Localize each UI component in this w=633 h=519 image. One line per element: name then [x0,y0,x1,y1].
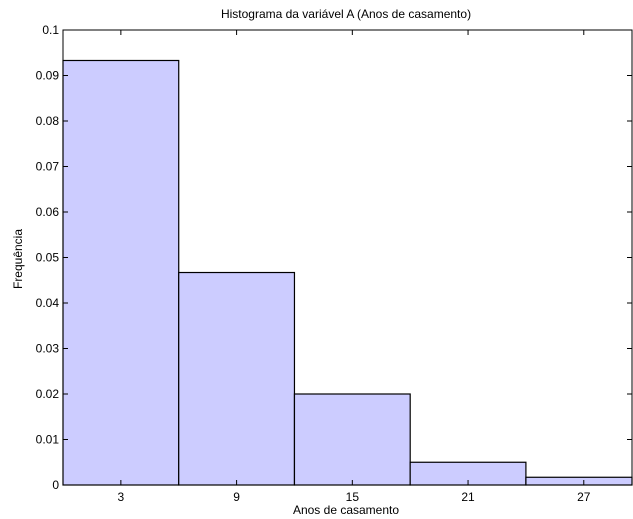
y-tick-label: 0.08 [36,114,60,128]
y-tick-label: 0.03 [36,342,60,356]
chart-title: Histograma da variável A (Anos de casame… [221,7,471,21]
histogram-bar [293,393,411,486]
histogram-bar [525,476,633,486]
histogram-bar [178,271,296,486]
y-tick-label: 0.02 [36,387,60,401]
y-axis-label: Frequência [11,229,25,289]
y-tick-label: 0.01 [36,433,60,447]
y-tick-label: 0.04 [36,296,60,310]
histogram-bar [62,59,180,486]
x-tick-label: 15 [346,490,360,504]
y-tick-label: 0.06 [36,205,60,219]
y-tick-label: 0.07 [36,160,60,174]
y-tick-label: 0.09 [36,69,60,83]
y-tick-label: 0.05 [36,251,60,265]
x-tick-label: 9 [233,490,240,504]
x-tick-label: 21 [461,490,475,504]
y-tick-label: 0 [52,478,59,492]
x-tick-label: 27 [577,490,591,504]
x-tick-label: 3 [118,490,125,504]
y-tick-label: 0.1 [42,23,59,37]
x-axis-label: Anos de casamento [293,503,399,517]
